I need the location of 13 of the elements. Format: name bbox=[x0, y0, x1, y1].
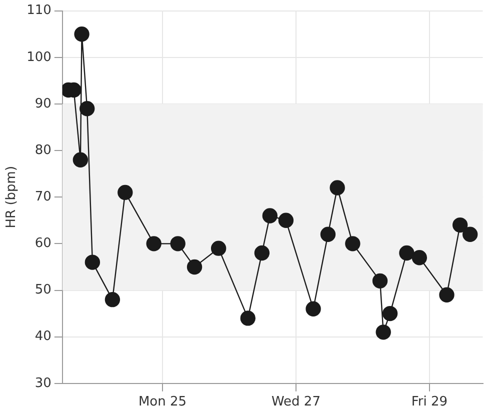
y-tick-label: 80 bbox=[34, 142, 52, 158]
y-tick-label: 110 bbox=[26, 3, 52, 18]
y-axis-title: HR (bpm) bbox=[4, 166, 20, 228]
y-tick-label: 70 bbox=[34, 189, 52, 204]
y-tick-label: 40 bbox=[34, 329, 52, 344]
y-tick-label: 60 bbox=[34, 236, 52, 252]
y-tick-label: 90 bbox=[34, 96, 52, 112]
x-tick-label: Wed 27 bbox=[271, 394, 320, 410]
x-tick-label: Fri 29 bbox=[411, 394, 448, 410]
y-tick-label: 50 bbox=[34, 282, 52, 298]
y-tick-label: 30 bbox=[34, 376, 52, 391]
x-tick-label: Mon 25 bbox=[138, 394, 187, 410]
y-tick-label: 100 bbox=[26, 50, 52, 65]
